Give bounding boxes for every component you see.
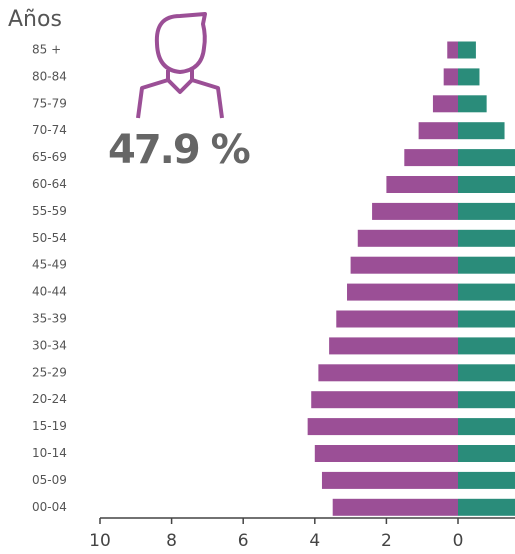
bar xyxy=(336,310,458,328)
y-tick-label: 55-59 xyxy=(32,204,67,218)
x-tick-label: 6 xyxy=(238,531,249,551)
y-tick-label: 65-69 xyxy=(32,150,67,164)
bar xyxy=(458,391,515,409)
y-tick-label: 00-04 xyxy=(32,500,67,514)
bar xyxy=(458,471,515,489)
y-tick-label: 85 + xyxy=(32,43,61,57)
bar xyxy=(332,498,458,516)
y-tick-label: 75-79 xyxy=(32,96,67,110)
bar xyxy=(458,95,487,113)
y-tick-label: 10-14 xyxy=(32,446,67,460)
y-tick-label: 70-74 xyxy=(32,123,67,137)
bar xyxy=(350,256,458,274)
bar xyxy=(443,68,458,86)
y-tick-label: 20-24 xyxy=(32,392,67,406)
bar xyxy=(311,391,458,409)
y-tick-label: 35-39 xyxy=(32,312,67,326)
bar xyxy=(447,41,458,59)
bar xyxy=(372,202,458,220)
y-tick-label: 05-09 xyxy=(32,473,67,487)
x-tick-label: 4 xyxy=(309,531,320,551)
bar xyxy=(458,176,515,193)
bar xyxy=(458,122,505,140)
bar xyxy=(458,310,515,328)
bar xyxy=(321,471,458,489)
y-tick-label: 80-84 xyxy=(32,69,67,83)
chart-title: Años xyxy=(8,7,62,32)
bar xyxy=(458,283,515,301)
x-tick-label: 2 xyxy=(381,531,392,551)
bar xyxy=(458,149,515,167)
bar xyxy=(458,41,476,59)
bar xyxy=(458,337,515,355)
y-tick-label: 50-54 xyxy=(32,231,67,245)
bar xyxy=(404,149,458,167)
bar xyxy=(329,337,458,355)
bar xyxy=(357,229,458,247)
bar xyxy=(458,256,515,274)
bar xyxy=(318,364,458,382)
bar xyxy=(347,283,458,301)
annotation: 47.9 % xyxy=(108,127,250,173)
y-tick-label: 25-29 xyxy=(32,365,67,379)
bar xyxy=(458,445,515,462)
x-tick-label: 0 xyxy=(453,531,464,551)
bar xyxy=(458,498,515,516)
bar xyxy=(432,95,458,113)
bar xyxy=(458,202,515,220)
bar xyxy=(307,418,458,436)
bar xyxy=(458,68,480,86)
y-tick-label: 40-44 xyxy=(32,285,67,299)
x-tick-label: 10 xyxy=(89,531,111,551)
bar xyxy=(418,122,458,140)
y-tick-label: 15-19 xyxy=(32,419,67,433)
y-tick-label: 30-34 xyxy=(32,338,67,352)
bar xyxy=(458,364,515,382)
bar xyxy=(314,445,458,462)
bar xyxy=(386,176,458,193)
y-tick-label: 60-64 xyxy=(32,177,67,191)
x-tick-label: 8 xyxy=(166,531,177,551)
y-tick-label: 45-49 xyxy=(32,258,67,272)
bar xyxy=(458,229,515,247)
bar xyxy=(458,418,515,436)
person-icon xyxy=(136,12,224,119)
